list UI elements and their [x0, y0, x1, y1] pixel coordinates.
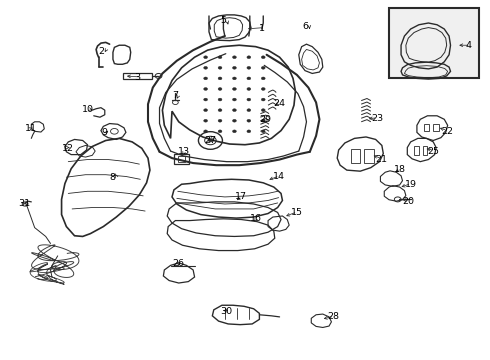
Circle shape — [261, 130, 265, 133]
Circle shape — [204, 130, 208, 133]
Text: 28: 28 — [328, 312, 340, 321]
Circle shape — [233, 56, 236, 59]
Bar — [433, 123, 439, 131]
Text: 14: 14 — [273, 172, 285, 181]
Circle shape — [204, 77, 208, 80]
Circle shape — [233, 87, 236, 90]
Text: 17: 17 — [235, 193, 247, 202]
Text: 8: 8 — [110, 173, 116, 182]
Text: 7: 7 — [172, 91, 178, 100]
Circle shape — [204, 87, 208, 90]
Text: 21: 21 — [376, 155, 388, 164]
Circle shape — [204, 119, 208, 122]
Circle shape — [247, 87, 251, 90]
Circle shape — [261, 109, 265, 112]
Circle shape — [218, 66, 222, 69]
Text: 25: 25 — [427, 147, 440, 156]
Text: 13: 13 — [178, 147, 190, 156]
Bar — [364, 149, 374, 163]
Bar — [424, 123, 429, 131]
Bar — [178, 156, 185, 162]
Text: 2: 2 — [98, 47, 104, 56]
Text: 24: 24 — [273, 99, 285, 108]
Circle shape — [204, 56, 208, 59]
Text: 18: 18 — [394, 165, 406, 174]
Circle shape — [233, 130, 236, 133]
Text: 16: 16 — [250, 214, 262, 223]
Text: 1: 1 — [259, 24, 266, 33]
Circle shape — [233, 77, 236, 80]
Circle shape — [218, 87, 222, 90]
Circle shape — [218, 98, 222, 101]
Text: 22: 22 — [441, 127, 453, 136]
Circle shape — [261, 56, 265, 59]
Text: 5: 5 — [220, 16, 226, 25]
Bar — [414, 146, 419, 154]
Text: 30: 30 — [220, 307, 232, 316]
Text: 29: 29 — [259, 115, 271, 124]
Bar — [351, 149, 360, 163]
Circle shape — [247, 119, 251, 122]
Circle shape — [218, 77, 222, 80]
Circle shape — [261, 87, 265, 90]
Circle shape — [218, 119, 222, 122]
Text: 11: 11 — [25, 124, 37, 133]
Text: 31: 31 — [18, 199, 30, 208]
Circle shape — [204, 66, 208, 69]
Circle shape — [218, 130, 222, 133]
Bar — [174, 153, 189, 164]
Circle shape — [204, 98, 208, 101]
Text: 26: 26 — [172, 260, 184, 269]
Circle shape — [247, 66, 251, 69]
Circle shape — [233, 66, 236, 69]
Bar — [389, 8, 479, 78]
Circle shape — [247, 56, 251, 59]
Text: 4: 4 — [466, 41, 472, 50]
Circle shape — [218, 56, 222, 59]
Circle shape — [261, 66, 265, 69]
Bar — [423, 146, 427, 154]
Text: 27: 27 — [204, 136, 216, 145]
Circle shape — [209, 139, 212, 142]
Text: 12: 12 — [62, 144, 74, 153]
Text: 20: 20 — [402, 197, 415, 206]
Text: 10: 10 — [82, 105, 94, 114]
Text: 9: 9 — [101, 128, 107, 137]
Circle shape — [261, 77, 265, 80]
Circle shape — [233, 109, 236, 112]
Circle shape — [247, 98, 251, 101]
Circle shape — [247, 109, 251, 112]
Text: 6: 6 — [303, 22, 309, 31]
Circle shape — [233, 98, 236, 101]
Bar — [122, 73, 152, 79]
Circle shape — [247, 130, 251, 133]
Circle shape — [218, 109, 222, 112]
Circle shape — [261, 119, 265, 122]
Text: 23: 23 — [371, 114, 383, 123]
Text: 15: 15 — [291, 208, 303, 217]
Circle shape — [233, 119, 236, 122]
Text: 3: 3 — [135, 73, 141, 82]
Text: 19: 19 — [404, 180, 416, 189]
Circle shape — [247, 77, 251, 80]
Circle shape — [261, 98, 265, 101]
Circle shape — [204, 109, 208, 112]
